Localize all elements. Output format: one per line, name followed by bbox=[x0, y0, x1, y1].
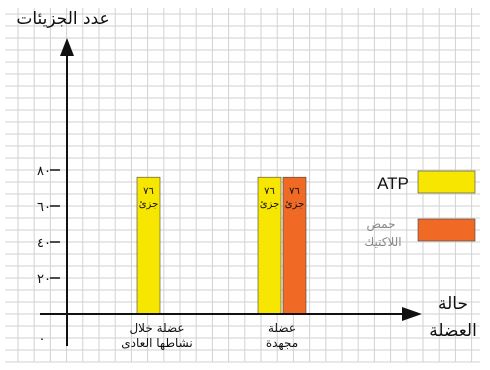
category-label: عضلة خلال bbox=[129, 321, 184, 335]
bar-data-label: جزئ bbox=[260, 199, 280, 210]
category-label: مجهدة bbox=[266, 336, 298, 350]
y-tick-label: ٨٠ bbox=[37, 164, 51, 179]
y-tick-label: ٦٠ bbox=[37, 200, 51, 215]
bar-data-label: ٧٦ bbox=[143, 186, 154, 197]
legend-label: ATP bbox=[377, 174, 409, 193]
y-axis-title: عدد الجزيئات bbox=[16, 9, 109, 29]
legend-label: حمض bbox=[366, 217, 395, 232]
bar bbox=[136, 176, 161, 315]
y-tick-label: ٢٠ bbox=[37, 272, 51, 287]
x-axis-title: حالة bbox=[438, 294, 468, 314]
legend-label: اللاكتيك bbox=[364, 235, 401, 249]
legend: ATP حمض اللاكتيك bbox=[364, 170, 476, 249]
bar-data-label: جزئ bbox=[139, 199, 159, 210]
x-axis-arrow-icon bbox=[402, 307, 422, 321]
origin-label: ٠ bbox=[39, 332, 46, 347]
x-axis-title: العضلة bbox=[429, 321, 477, 341]
axes bbox=[40, 38, 422, 346]
bar-data-label: ٧٦ bbox=[264, 186, 275, 197]
grid-lines bbox=[5, 8, 480, 363]
legend-swatch bbox=[417, 170, 476, 194]
legend-swatch bbox=[417, 218, 476, 242]
y-tick-label: ٤٠ bbox=[37, 236, 51, 251]
category-label: عضلة bbox=[268, 321, 296, 335]
bar-data-label: جزئ bbox=[285, 199, 305, 210]
bars-layer bbox=[136, 176, 307, 315]
y-axis-arrow-icon bbox=[60, 38, 74, 56]
bar bbox=[257, 176, 282, 315]
bar bbox=[282, 176, 307, 315]
labels-layer: ٧٦ جزئ ٧٦ جزئ ٧٦ جزئ ٢٠ ٤٠ ٦٠ ٨٠ ٠ عدد الجزيئات حالة… bbox=[16, 9, 476, 350]
bar-data-label: ٧٦ bbox=[289, 186, 300, 197]
category-label: نشاطها العادى bbox=[121, 336, 192, 350]
